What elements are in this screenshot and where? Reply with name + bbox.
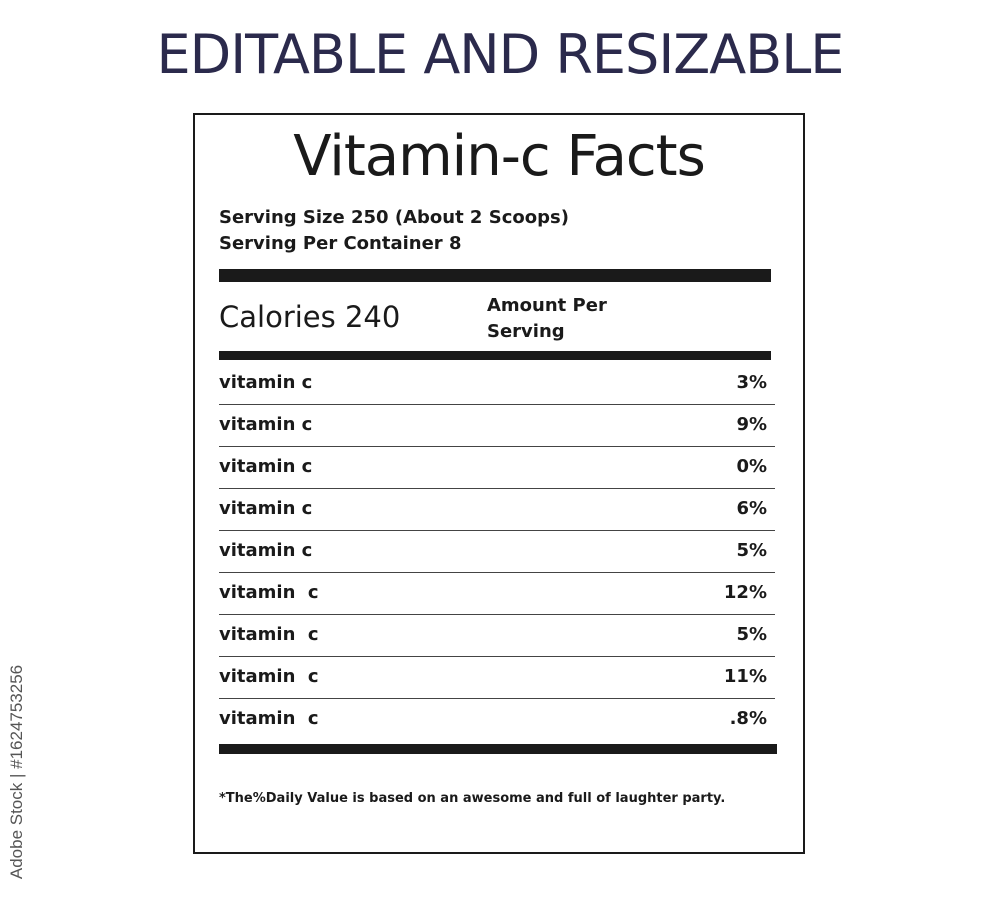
nutrient-value: 0%	[736, 456, 767, 477]
nutrient-row: vitamin c 3%	[219, 363, 775, 405]
nutrient-value: .8%	[729, 708, 767, 729]
calories: Calories 240	[219, 300, 401, 334]
nutrient-value: 11%	[723, 666, 767, 687]
thick-rule-middle	[219, 351, 771, 360]
nutrient-value: 3%	[736, 372, 767, 393]
label-title: Vitamin-c Facts	[293, 124, 706, 189]
nutrient-value: 6%	[736, 498, 767, 519]
nutrient-value: 5%	[736, 624, 767, 645]
nutrient-row: vitamin c 9%	[219, 405, 775, 447]
nutrient-row: vitamin c 0%	[219, 447, 775, 489]
nutrition-label: Vitamin-c Facts Serving Size 250 (About …	[193, 113, 805, 854]
amount-per-serving: Amount Per Serving	[487, 295, 607, 342]
watermark: Adobe Stock | #1624753256	[2, 655, 32, 890]
nutrient-name: vitamin c	[219, 624, 319, 645]
nutrient-row: vitamin c .8%	[219, 699, 775, 741]
nutrient-name: vitamin c	[219, 582, 319, 603]
footnote: *The%Daily Value is based on an awesome …	[219, 791, 726, 806]
nutrient-list: vitamin c 3% vitamin c 9% vitamin c 0% vitamin…	[219, 363, 775, 741]
nutrient-name: vitamin c	[219, 456, 313, 477]
thick-rule-top	[219, 269, 771, 282]
nutrient-row: vitamin c 5%	[219, 531, 775, 573]
nutrient-name: vitamin c	[219, 540, 313, 561]
nutrient-row: vitamin c 5%	[219, 615, 775, 657]
watermark-text: Adobe Stock | #1624753256	[7, 664, 26, 880]
nutrient-row: vitamin c 12%	[219, 573, 775, 615]
nutrient-value: 5%	[736, 540, 767, 561]
nutrient-name: vitamin c	[219, 498, 313, 519]
nutrient-name: vitamin c	[219, 372, 313, 393]
nutrient-value: 9%	[736, 414, 767, 435]
nutrient-name: vitamin c	[219, 666, 319, 687]
nutrient-name: vitamin c	[219, 708, 319, 729]
nutrient-value: 12%	[723, 582, 767, 603]
nutrient-row: vitamin c 11%	[219, 657, 775, 699]
servings-per-container: Serving Per Container 8	[219, 233, 462, 254]
thick-rule-bottom	[219, 744, 777, 754]
headline: EDITABLE AND RESIZABLE	[156, 23, 845, 86]
serving-size: Serving Size 250 (About 2 Scoops)	[219, 207, 569, 228]
nutrient-name: vitamin c	[219, 414, 313, 435]
nutrient-row: vitamin c 6%	[219, 489, 775, 531]
